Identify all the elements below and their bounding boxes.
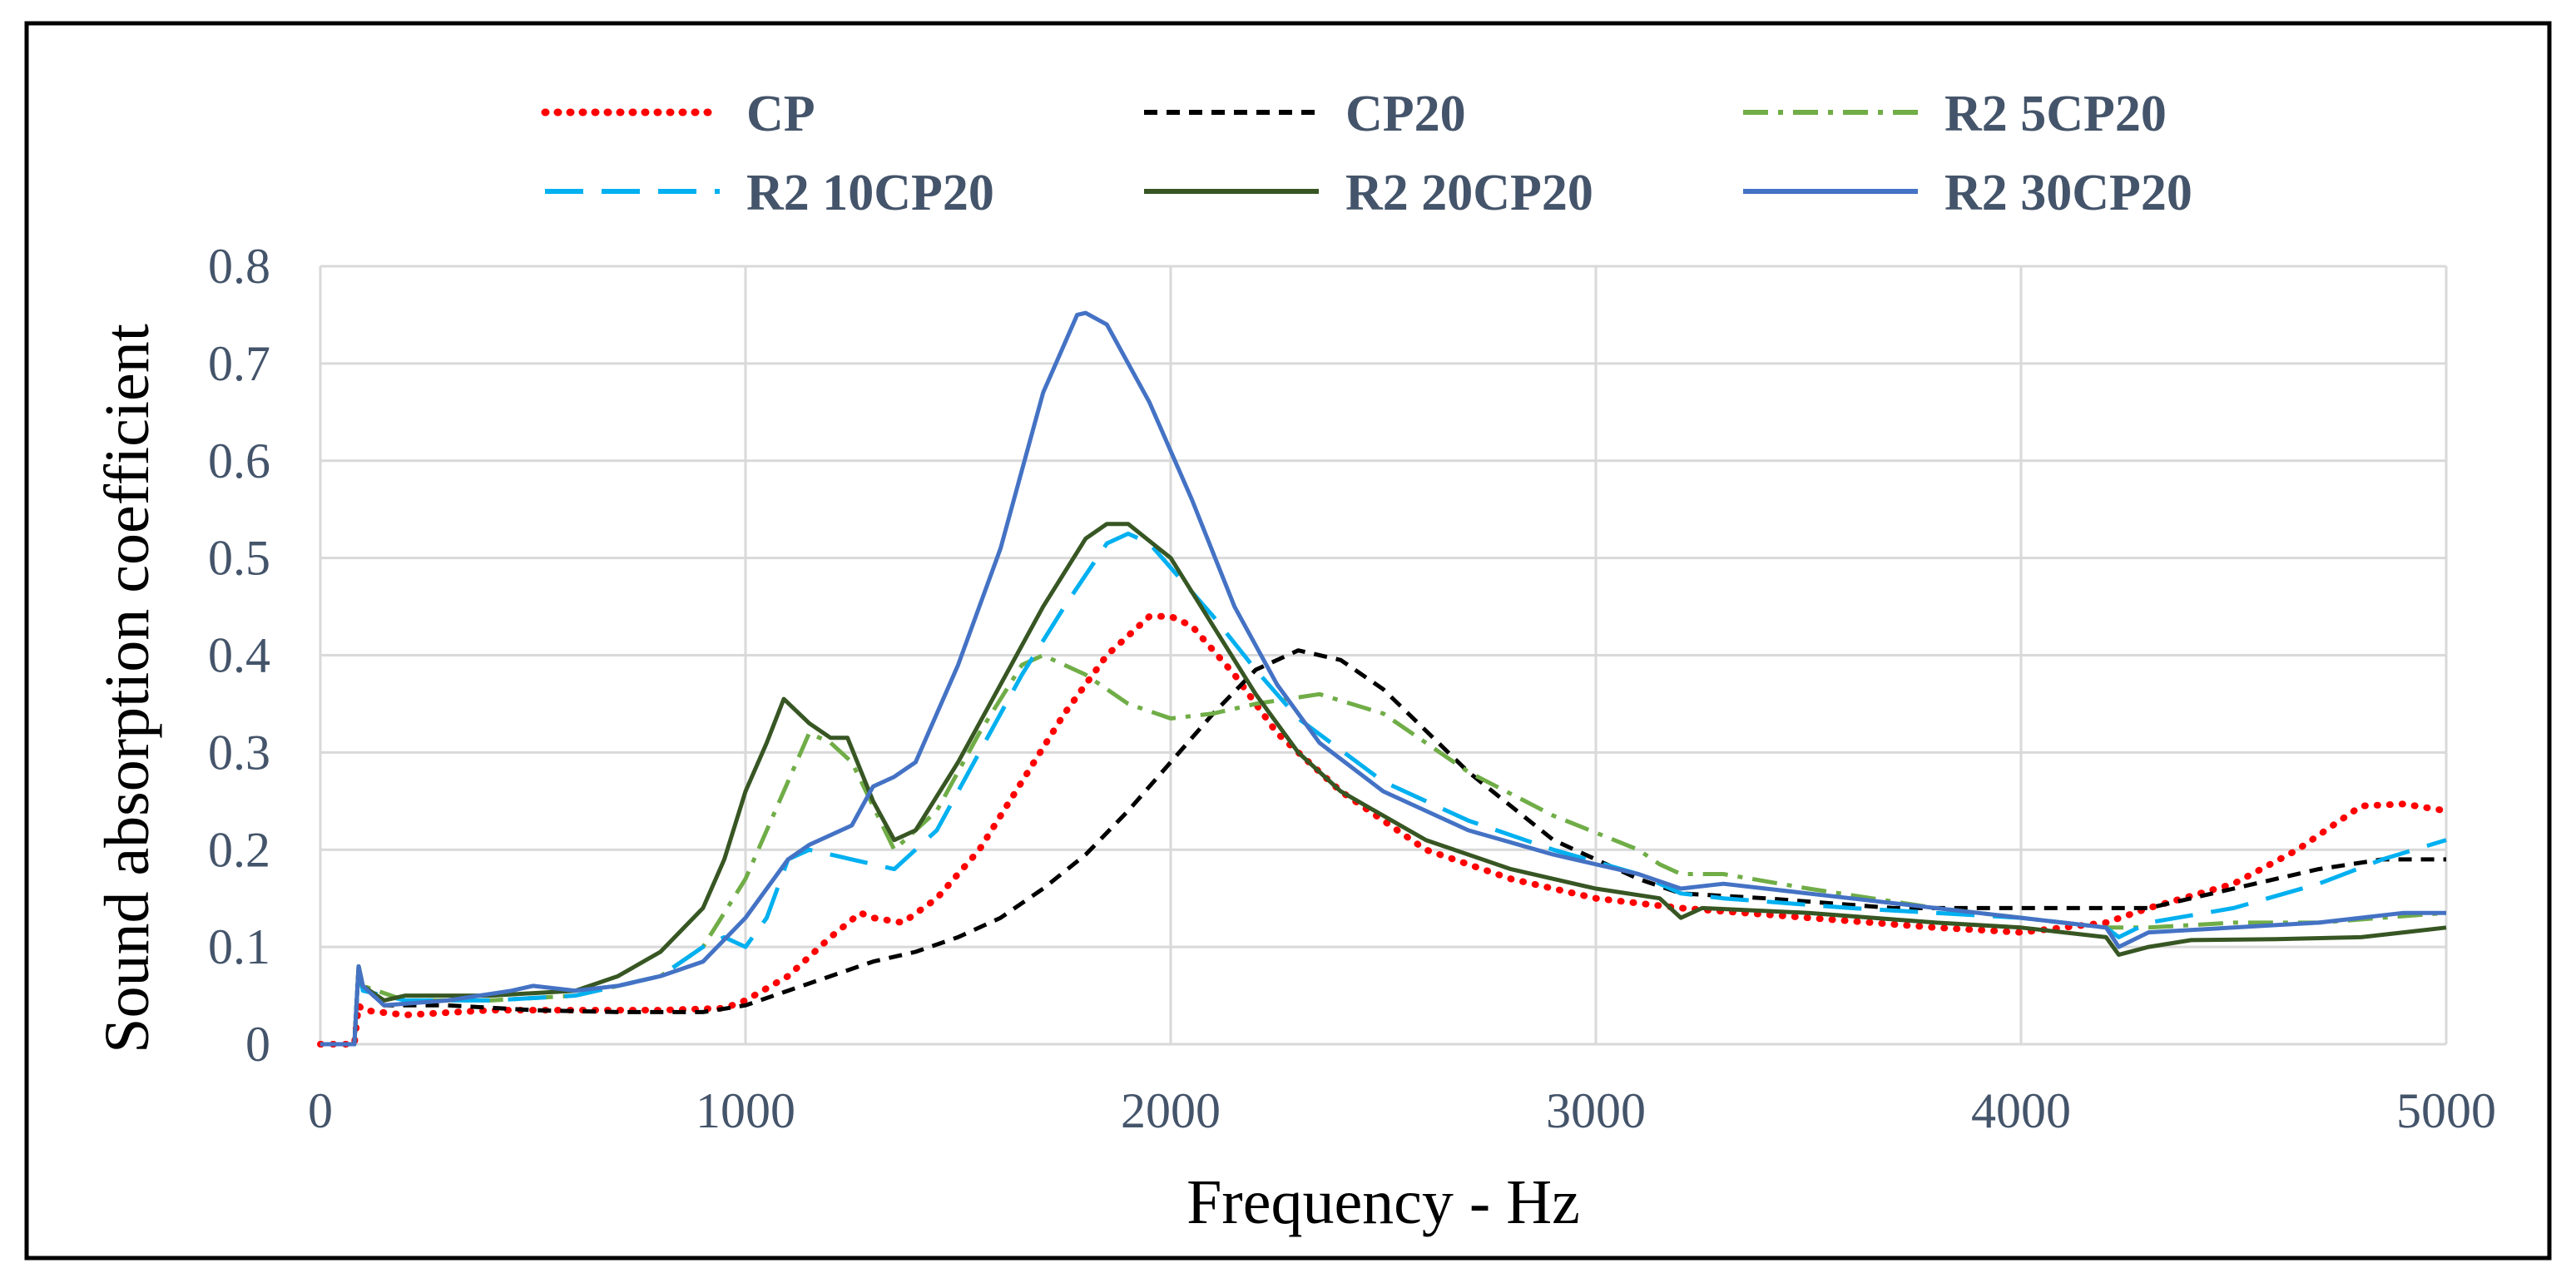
legend-label: CP20	[1345, 86, 1466, 142]
y-tick-label: 0.7	[208, 336, 270, 391]
x-axis-title: Frequency - Hz	[1186, 1167, 1580, 1237]
y-tick-label: 0	[245, 1017, 270, 1072]
y-tick-label: 0.4	[208, 628, 270, 683]
legend-label: CP	[746, 86, 815, 142]
legend-label: R2 5CP20	[1944, 86, 2167, 142]
y-tick-label: 0.5	[208, 531, 270, 586]
y-tick-label: 0.1	[208, 919, 270, 974]
series-line-cp20	[320, 648, 2446, 1047]
legend-label: R2 10CP20	[746, 165, 994, 221]
x-tick-label: 3000	[1546, 1083, 1646, 1138]
y-tick-label: 0.2	[208, 822, 270, 877]
x-tick-label: 1000	[696, 1083, 795, 1138]
legend-label: R2 20CP20	[1345, 165, 1593, 221]
x-tick-label: 0	[308, 1083, 333, 1138]
y-tick-label: 0.3	[208, 725, 270, 780]
x-tick-label: 5000	[2396, 1083, 2496, 1138]
gridlines	[319, 265, 2448, 1046]
series-line-r2-30cp20	[320, 310, 2446, 1047]
series-line-r2-5cp20	[320, 653, 2447, 1047]
data-series	[317, 310, 2450, 1048]
y-tick-label: 0.6	[208, 433, 270, 488]
x-axis-tick-labels: 0 1000 2000 3000 4000 5000	[308, 1083, 2496, 1138]
chart-border	[24, 21, 2552, 1261]
y-axis-tick-labels: 0 0.1 0.2 0.3 0.4 0.5 0.6 0.7 0.8	[208, 239, 270, 1072]
series-line-r2-20cp20	[320, 522, 2447, 1047]
x-tick-label: 4000	[1971, 1083, 2071, 1138]
legend-label: R2 30CP20	[1944, 165, 2192, 221]
y-tick-label: 0.8	[208, 239, 270, 294]
y-axis-title: Sound absorption coefficient	[92, 324, 162, 1053]
x-tick-label: 2000	[1121, 1083, 1221, 1138]
legend: CP CP20 R2 5CP20 R2 10CP20 R2 20CP20 R2 30CP2…	[541, 86, 2192, 221]
